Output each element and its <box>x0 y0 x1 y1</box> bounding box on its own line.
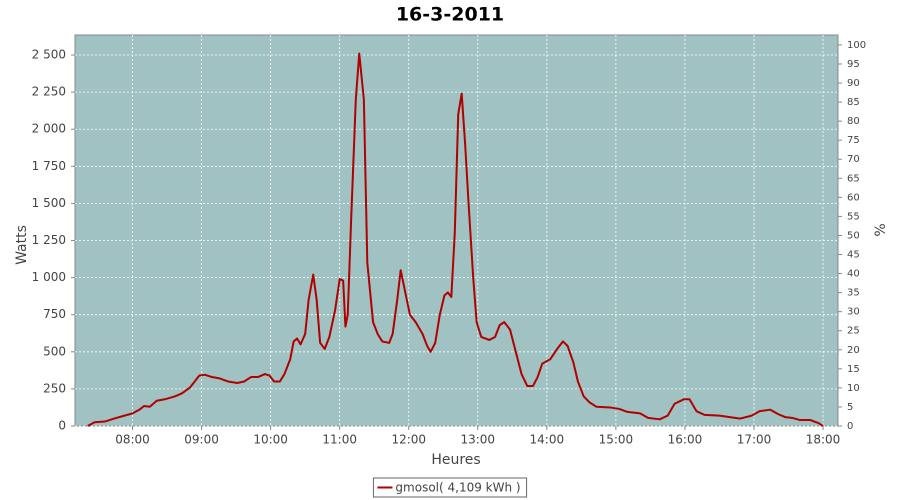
y2-tick-label: 35 <box>847 288 860 299</box>
x-tick-label: 12:00 <box>391 433 426 447</box>
y-tick-label: 1 000 <box>32 270 66 284</box>
plot-area <box>74 34 839 427</box>
y-tick-label: 2 250 <box>32 85 66 99</box>
y2-tick-label: 75 <box>847 135 860 146</box>
y2-tick-label: 15 <box>847 364 860 375</box>
y2-tick-label: 100 <box>847 40 866 51</box>
x-tick-label: 13:00 <box>460 433 495 447</box>
chart-title: 16-3-2011 <box>396 4 504 26</box>
legend-label: gmosol( 4,109 kWh ) <box>395 481 520 495</box>
y2-tick-label: 45 <box>847 250 860 261</box>
y2-tick-label: 40 <box>847 269 860 280</box>
series-line <box>87 52 824 427</box>
x-tick-label: 11:00 <box>322 433 357 447</box>
x-tick-label: 16:00 <box>668 433 703 447</box>
x-tick-label: 18:00 <box>806 433 841 447</box>
y2-tick-label: 20 <box>847 345 860 356</box>
y-tick-label: 750 <box>43 307 66 321</box>
y2-tick-label: 80 <box>847 116 860 127</box>
y2-tick-label: 55 <box>847 211 860 222</box>
y2-axis-title: % <box>873 223 889 236</box>
y-tick-label: 2 000 <box>32 122 66 136</box>
x-tick-label: 14:00 <box>530 433 565 447</box>
y-tick-label: 1 750 <box>32 159 66 173</box>
y2-tick-label: 85 <box>847 97 860 108</box>
y-tick-label: 1 500 <box>32 196 66 210</box>
y2-tick-label: 25 <box>847 326 860 337</box>
y2-tick-label: 70 <box>847 154 860 165</box>
x-tick-label: 17:00 <box>737 433 772 447</box>
y2-tick-label: 10 <box>847 383 860 394</box>
x-axis-title: Heures <box>431 452 480 468</box>
y2-tick-label: 95 <box>847 59 860 70</box>
y-tick-label: 2 500 <box>32 48 66 62</box>
y2-tick-label: 0 <box>847 421 853 432</box>
y2-tick-label: 90 <box>847 78 860 89</box>
y2-tick-label: 50 <box>847 230 860 241</box>
y2-tick-label: 65 <box>847 173 860 184</box>
x-tick-label: 15:00 <box>599 433 634 447</box>
y-tick-label: 500 <box>43 344 66 358</box>
y2-tick-label: 60 <box>847 192 860 203</box>
x-tick-label: 09:00 <box>184 433 219 447</box>
legend: gmosol( 4,109 kWh ) <box>372 477 528 498</box>
legend-box <box>372 477 528 498</box>
y-tick-label: 1 250 <box>32 233 66 247</box>
y-tick-label: 0 <box>58 419 66 433</box>
y2-tick-label: 5 <box>847 402 853 413</box>
y-tick-label: 250 <box>43 381 66 395</box>
y2-tick-label: 30 <box>847 307 860 318</box>
y-axis-title: Watts <box>14 225 30 265</box>
x-tick-label: 10:00 <box>253 433 288 447</box>
x-tick-label: 08:00 <box>115 433 150 447</box>
